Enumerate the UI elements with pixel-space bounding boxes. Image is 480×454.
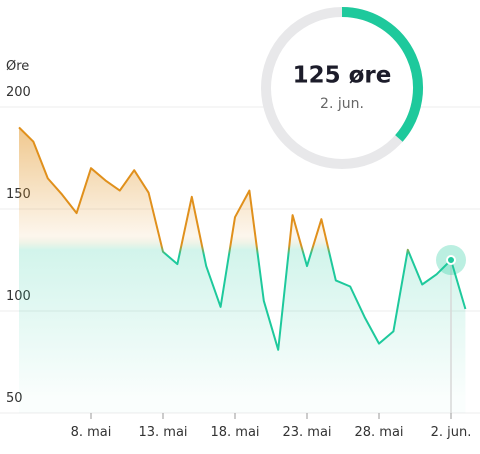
highlight-point	[446, 255, 456, 265]
x-tick-label: 23. mai	[282, 425, 331, 440]
x-tick-label: 2. jun.	[431, 425, 472, 440]
badge-date: 2. jun.	[320, 96, 364, 112]
x-tick-label: 28. mai	[354, 425, 403, 440]
y-axis-label: Øre	[6, 59, 29, 74]
area	[19, 127, 466, 414]
badge-value: 125 øre	[293, 63, 392, 89]
y-tick-label: 50	[6, 391, 23, 406]
x-tick-label: 13. mai	[138, 425, 187, 440]
y-tick-label: 200	[6, 85, 31, 100]
price-line	[18, 126, 467, 351]
x-tick-label: 18. mai	[210, 425, 259, 440]
summary-badge: 125 øre 2. jun.	[261, 7, 424, 169]
x-tick-label: 8. mai	[71, 425, 112, 440]
ring-progress	[341, 7, 424, 142]
